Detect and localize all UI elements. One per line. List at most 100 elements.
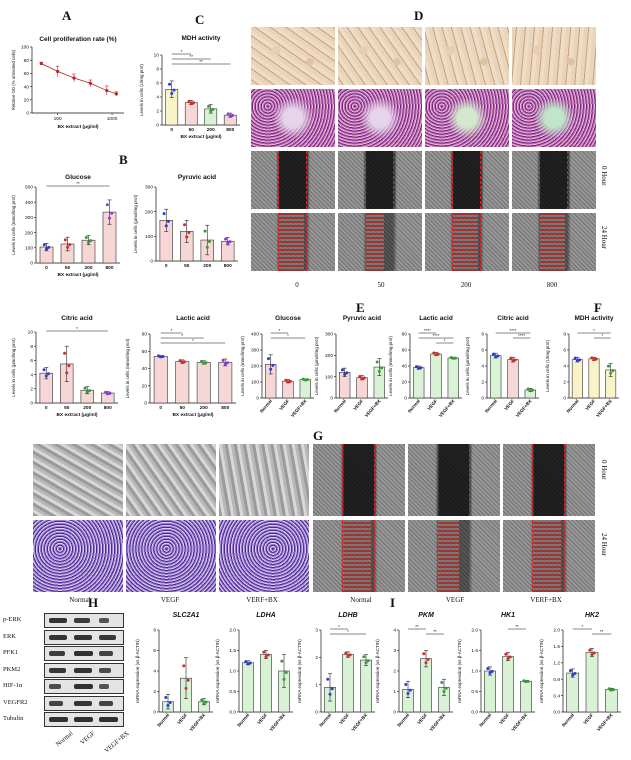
scratch-boundary-right [563,444,565,516]
y-tick-label: 2.0 [471,628,478,634]
row-label-24-hour-g: 24 Hour [600,533,608,557]
data-point [209,109,213,113]
y-axis-label: Relative OD (% untreated cells) [11,49,16,110]
data-point [224,237,228,241]
data-point [108,391,112,395]
data-point [67,364,71,368]
bar [153,356,168,404]
scratch-boundary-right [373,520,375,592]
data-point [42,368,46,372]
micrograph-scratch-24h-1 [338,213,422,271]
data-point [362,655,366,659]
category-label: VEGF+BX [596,712,614,732]
row-label-0-hour-g: 0 Hour [600,460,608,480]
category-label: 200 [203,263,211,269]
wb-band [99,684,109,689]
data-point [426,658,430,662]
category-label: 50 [64,405,70,411]
y-tick-label: 2 [156,109,159,115]
micrograph-tube-formation-1 [338,27,422,85]
panel-letter-i: I [390,595,396,610]
wb-band [49,651,65,656]
chart-mdh-activity-bx: MDH activity 0 2 4 6 8 10 Levels in cells (U/mg… [139,35,240,140]
data-point [488,671,492,675]
wb-protein-label: HIF-1α [3,682,23,689]
scratch-boundary-right [373,444,375,516]
category-label: VEGF [352,398,364,411]
data-point [184,686,188,690]
micrograph-g-stain-0 [33,520,123,592]
data-point [366,659,370,663]
data-point [590,356,594,360]
data-point [178,359,182,363]
data-point [205,245,209,249]
y-axis-label: mRNA expression (vs β-ACTIN) [215,639,220,703]
data-point [42,243,46,247]
series-line [41,63,117,95]
category-label: 200 [84,265,92,271]
y-tick-label: 3 [393,648,396,654]
category-label: 800 [226,127,234,133]
data-point [526,679,530,683]
y-tick-label: 0.4 [553,693,560,699]
wb-band-row [44,646,124,661]
data-point [104,390,108,394]
data-point [191,101,195,105]
wb-protein-label: PFK1 [3,649,19,656]
y-tick-label: 100 [325,374,333,380]
data-point [573,671,577,675]
data-point [573,356,577,360]
chart-slc2a1-expression: SLC2A1 0 2 4 6 8 mRNA expression (vs β-ACTIN) N… [135,612,213,732]
data-point [284,378,288,382]
y-tick-label: 4 [393,628,396,634]
scratch-boundary-right [468,520,470,592]
y-tick-label: 4 [156,95,159,101]
category-label: 50 [180,405,186,411]
significance-label: **** [509,328,516,333]
y-axis-label: mRNA expression (vs β-ACTIN) [457,639,462,703]
y-axis-label: mRNA expression (vs β-ACTIN) [297,639,302,703]
category-label: Normal [478,712,492,727]
micrograph-g-tube-2 [219,444,309,516]
chart-title: Lactic acid [176,315,210,322]
category-label: VEGF [278,398,290,411]
data-point [531,388,535,392]
y-tick-label: 8 [156,67,159,73]
y-axis-label: Levels in cells (μmol/mg prot) [133,194,138,253]
chart-citric-acid-bx: Citric acid 0 2 4 6 8 10 Levels in cells (μmol/… [11,315,118,418]
data-point [85,390,89,394]
data-point [162,212,166,216]
y-tick-label: 0 [30,261,33,267]
y-tick-label: 80 [24,58,30,64]
y-tick-label: 8 [481,332,484,338]
category-label: Normal [259,398,273,413]
wb-band [74,717,93,722]
y-tick-label: 10 [154,53,160,59]
chart-mdh-activity-vegf: MDH activity 0 2 4 6 8 Levels in cells (U/mg p… [545,315,619,418]
y-axis-label: Levels in cells (U/mg prot) [139,63,144,116]
scratch-boundary-left [532,444,534,516]
data-point [432,351,436,355]
micrograph-transwell-stain-2 [425,89,509,147]
micrograph-scratch-0h-1 [338,151,422,209]
col-label-g-normal-right: Normal [350,596,372,604]
data-point [248,661,252,665]
y-tick-label: 500 [25,185,33,191]
panel-letter-b: B [119,152,128,167]
micrograph-grid-g-scratch [313,444,597,592]
category-label: 200 [207,127,215,133]
data-point [200,698,204,702]
significance-label: * [581,624,583,629]
data-point [207,104,211,108]
scratch-boundary-left [538,213,540,271]
data-point [182,664,186,668]
category-label: 50 [65,265,71,271]
significance-label: **** [518,333,525,338]
y-tick-label: 6 [153,648,156,654]
y-axis-label: Levels in cells (μmol/mg prot) [314,336,319,395]
data-point [264,655,268,659]
wb-protein-label: ERK [3,632,16,640]
chart-ldhb-expression: LDHB 0 1 2 3 mRNA expression (vs β-ACTIN) Norm… [297,612,375,732]
chart-title: PKM [418,612,434,619]
wb-band-row [44,712,124,727]
